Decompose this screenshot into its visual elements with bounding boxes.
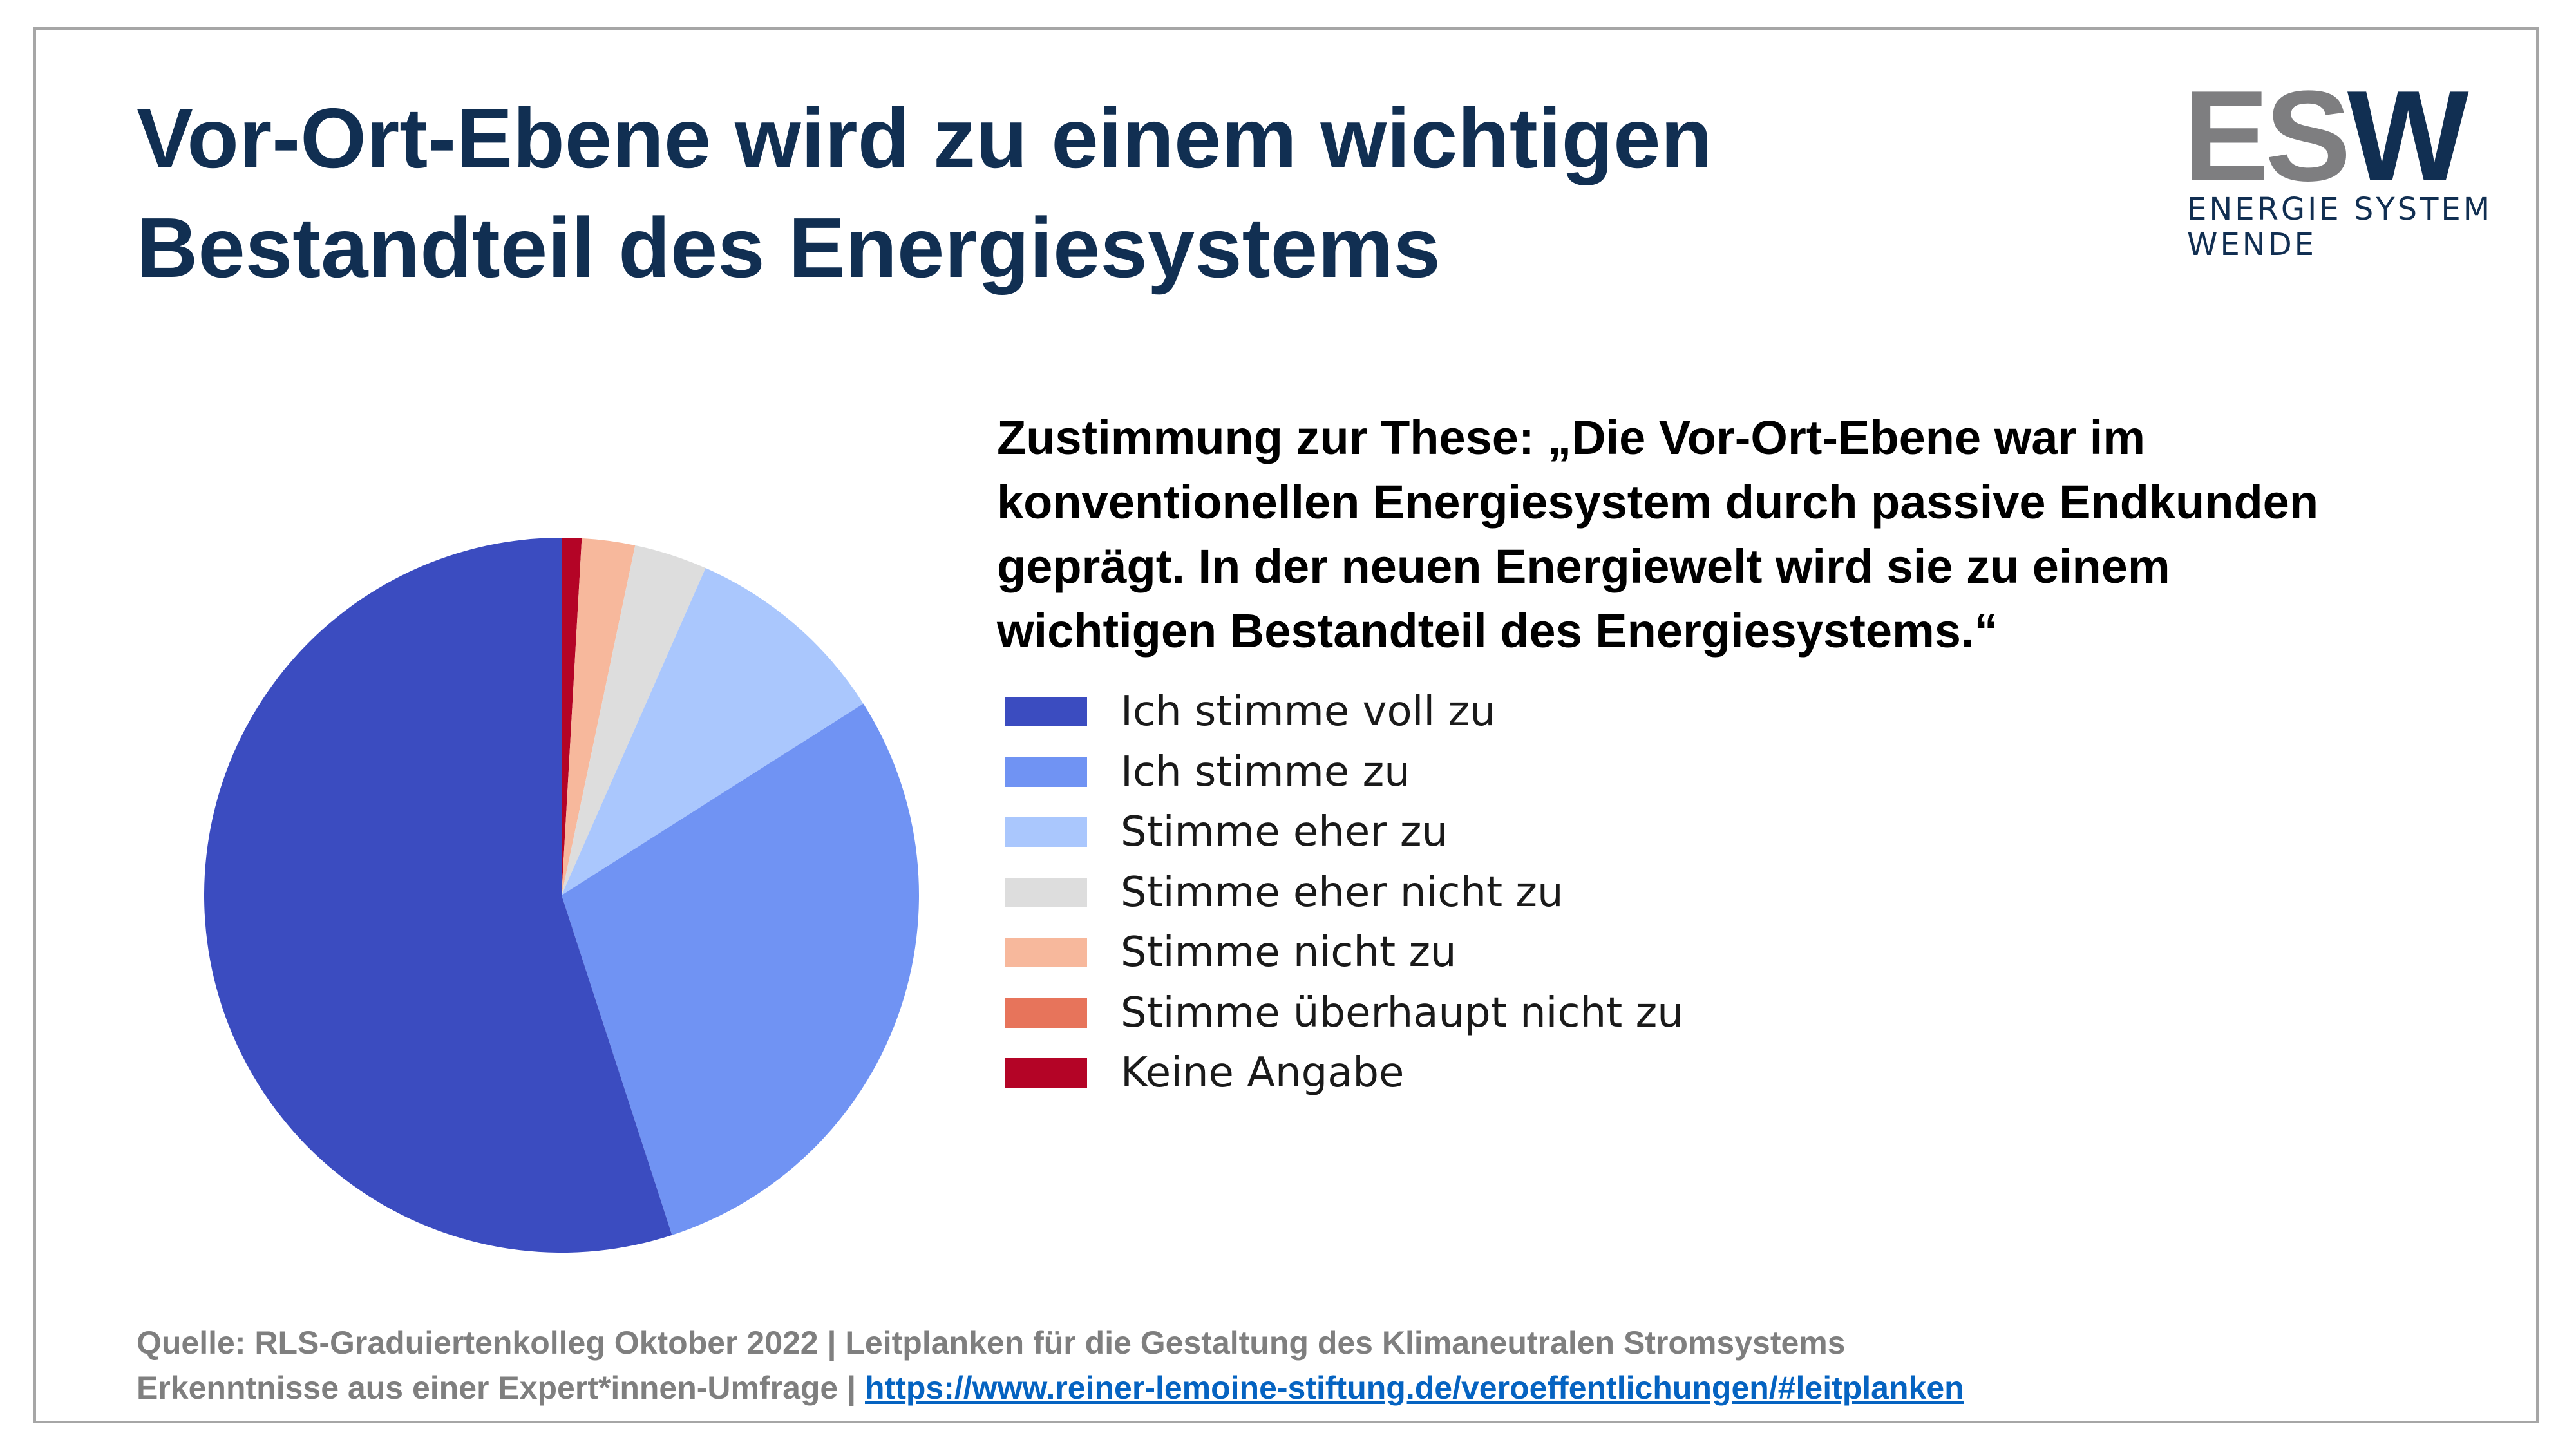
logo-letters-w: W — [2347, 64, 2469, 208]
slide-frame — [33, 27, 2539, 1423]
legend-swatch — [1005, 757, 1087, 787]
logo-subtitle-line-2: WENDE — [2187, 227, 2316, 263]
source-footer: Quelle: RLS-Graduiertenkolleg Oktober 20… — [137, 1320, 1964, 1410]
chart-title-line-1: Zustimmung zur These: „Die Vor-Ort-Ebene… — [997, 411, 2146, 464]
legend-item: Stimme eher zu — [1005, 803, 1777, 856]
legend-swatch — [1005, 877, 1087, 907]
legend-item: Stimme nicht zu — [1005, 923, 1777, 976]
legend-swatch — [1005, 1058, 1087, 1088]
pie-slice-ich-stimme-voll-zu — [204, 538, 672, 1253]
footer-line-2-prefix: Erkenntnisse aus einer Expert*innen-Umfr… — [137, 1370, 866, 1406]
slide-title-line-1: Vor-Ort-Ebene wird zu einem wichtigen — [137, 91, 1713, 185]
legend-label: Stimme eher nicht zu — [1121, 868, 1564, 916]
logo-letters-es: ES — [2183, 64, 2351, 208]
chart-title-line-2: konventionellen Energiesystem durch pass… — [997, 475, 2319, 529]
legend-item: Ich stimme voll zu — [1005, 683, 1777, 735]
legend-label: Stimme überhaupt nicht zu — [1121, 989, 1683, 1037]
legend-item: Ich stimme zu — [1005, 743, 1777, 796]
legend-label: Keine Angabe — [1121, 1049, 1405, 1097]
legend-label: Stimme eher zu — [1121, 808, 1448, 856]
legend-item: Keine Angabe — [1005, 1044, 1777, 1097]
legend-item: Stimme überhaupt nicht zu — [1005, 984, 1777, 1037]
legend-swatch — [1005, 697, 1087, 726]
legend-swatch — [1005, 998, 1087, 1028]
legend-swatch — [1005, 817, 1087, 847]
chart-title: Zustimmung zur These: „Die Vor-Ort-Ebene… — [997, 406, 2349, 663]
esw-logo: ESW ENERGIE SYSTEM WENDE — [2183, 72, 2490, 265]
footer-line-2: Erkenntnisse aus einer Expert*innen-Umfr… — [137, 1365, 1964, 1410]
chart-title-line-4: wichtigen Bestandteil des Energiesystems… — [997, 604, 1998, 658]
pie-slice-stimme-eher-zu — [562, 568, 864, 895]
slide-title-line-2: Bestandteil des Energiesystems — [137, 200, 1441, 295]
legend-label: Ich stimme voll zu — [1121, 688, 1496, 735]
pie-slice-ich-stimme-zu — [562, 703, 919, 1235]
footer-line-1: Quelle: RLS-Graduiertenkolleg Oktober 20… — [137, 1325, 1846, 1361]
footer-source-link[interactable]: https://www.reiner-lemoine-stiftung.de/v… — [865, 1370, 1964, 1406]
chart-title-line-3: geprägt. In der neuen Energiewelt wird s… — [997, 540, 2170, 593]
pie-slice-stimme-eher-nicht-zu — [562, 545, 706, 895]
legend-item: Stimme eher nicht zu — [1005, 864, 1777, 916]
legend-label: Ich stimme zu — [1121, 748, 1410, 796]
legend-label: Stimme nicht zu — [1121, 929, 1457, 976]
pie-slice-stimme-nicht-zu — [562, 538, 636, 895]
logo-subtitle-line-1: ENERGIE SYSTEM — [2187, 191, 2493, 227]
logo-letters: ESW — [2183, 72, 2469, 201]
legend-swatch — [1005, 938, 1087, 967]
pie-slice-keine-angabe — [562, 538, 582, 895]
slide-title: Vor-Ort-Ebene wird zu einem wichtigen Be… — [137, 84, 2004, 303]
